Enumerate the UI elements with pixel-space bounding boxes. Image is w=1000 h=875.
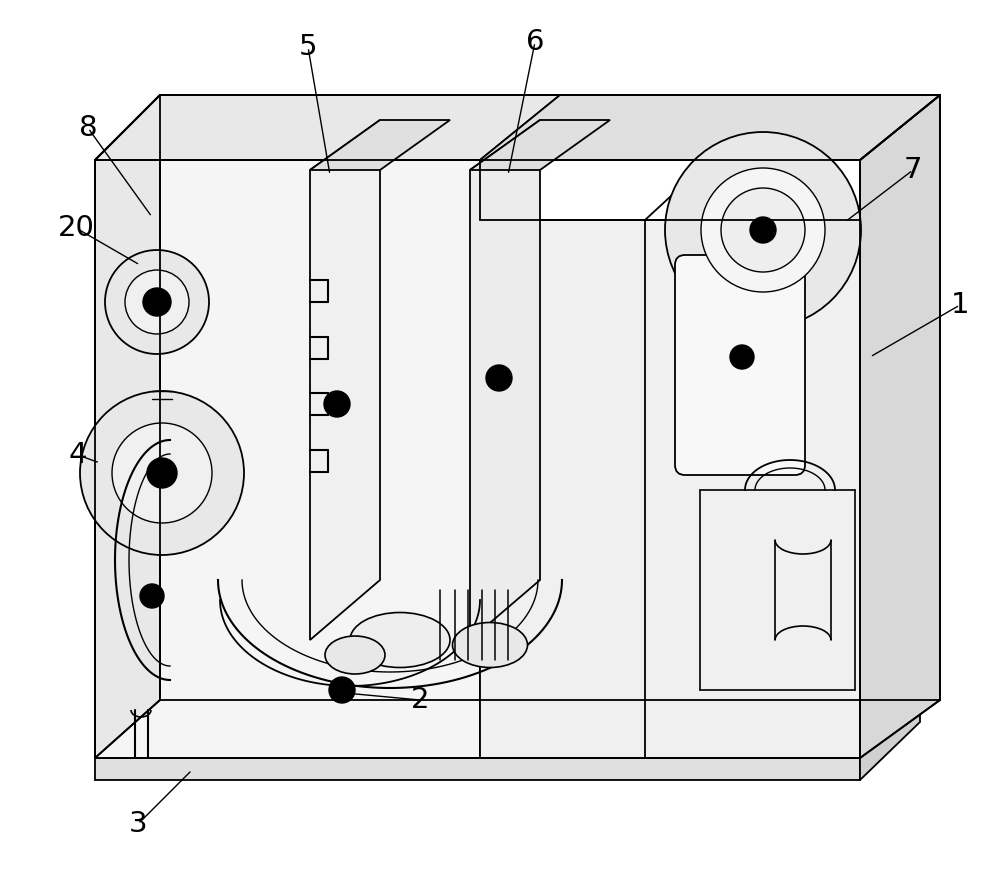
Circle shape	[665, 132, 861, 328]
Ellipse shape	[325, 636, 385, 674]
Text: 20: 20	[58, 214, 94, 242]
Polygon shape	[95, 758, 860, 780]
Text: 5: 5	[299, 33, 317, 61]
Circle shape	[486, 365, 512, 391]
Ellipse shape	[452, 622, 528, 668]
Circle shape	[143, 288, 171, 316]
Circle shape	[750, 217, 776, 243]
Circle shape	[701, 168, 825, 292]
Polygon shape	[470, 120, 610, 170]
Polygon shape	[310, 120, 450, 170]
FancyBboxPatch shape	[675, 255, 805, 475]
Polygon shape	[95, 95, 560, 160]
Circle shape	[105, 250, 209, 354]
Text: 3: 3	[129, 810, 147, 838]
Polygon shape	[480, 95, 940, 160]
Polygon shape	[95, 700, 920, 758]
Circle shape	[329, 677, 355, 703]
Polygon shape	[95, 95, 160, 758]
Polygon shape	[310, 120, 380, 640]
Circle shape	[125, 270, 189, 334]
Text: 4: 4	[69, 441, 87, 469]
Text: 6: 6	[526, 28, 544, 56]
Polygon shape	[480, 220, 860, 758]
Text: 2: 2	[411, 686, 429, 714]
Circle shape	[80, 391, 244, 555]
Polygon shape	[860, 700, 920, 780]
Circle shape	[112, 423, 212, 523]
Polygon shape	[470, 120, 540, 640]
Circle shape	[140, 584, 164, 608]
Text: 8: 8	[79, 114, 97, 142]
Circle shape	[730, 345, 754, 369]
Circle shape	[147, 458, 177, 488]
Polygon shape	[860, 95, 940, 758]
Circle shape	[324, 391, 350, 417]
Polygon shape	[95, 160, 480, 758]
Text: 1: 1	[951, 291, 969, 319]
Text: 7: 7	[904, 156, 922, 184]
Circle shape	[721, 188, 805, 272]
Ellipse shape	[350, 612, 450, 668]
